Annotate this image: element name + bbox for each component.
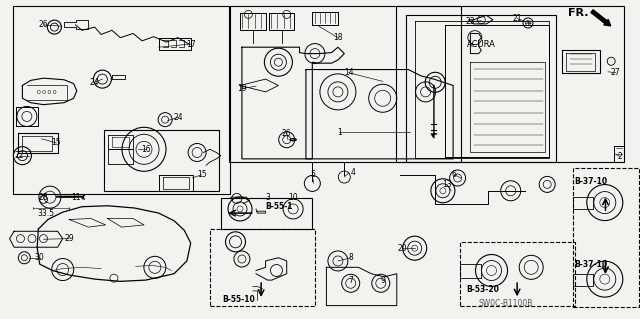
Text: 11: 11 — [71, 193, 80, 202]
Text: 5: 5 — [310, 170, 315, 179]
Text: 26: 26 — [38, 20, 49, 29]
Text: 3: 3 — [265, 193, 270, 202]
Text: SW0C-B1100B: SW0C-B1100B — [479, 299, 532, 308]
Text: 7: 7 — [348, 276, 353, 285]
Text: 4: 4 — [351, 168, 356, 177]
Text: 2: 2 — [617, 152, 622, 161]
Text: B-53-20: B-53-20 — [466, 285, 499, 294]
Text: 27: 27 — [611, 68, 621, 77]
Text: 10: 10 — [288, 193, 298, 202]
Bar — [221, 198, 312, 229]
Text: 24: 24 — [173, 113, 183, 122]
Bar — [210, 229, 315, 306]
Text: B-37-10: B-37-10 — [575, 177, 608, 186]
Text: 15: 15 — [51, 138, 61, 147]
Text: 33.5: 33.5 — [38, 209, 54, 218]
FancyArrow shape — [591, 10, 611, 26]
Text: 1: 1 — [337, 128, 342, 137]
Text: 28: 28 — [39, 193, 48, 202]
Text: 24: 24 — [90, 78, 100, 87]
Text: 14: 14 — [344, 68, 354, 77]
Bar — [460, 242, 575, 306]
Bar — [396, 6, 624, 162]
Text: ACURA: ACURA — [467, 40, 496, 48]
Text: 9: 9 — [380, 276, 385, 285]
Text: 23: 23 — [465, 17, 476, 26]
Text: FR.: FR. — [568, 8, 589, 19]
Bar — [573, 168, 639, 307]
Text: 22: 22 — [15, 151, 24, 160]
Text: 30: 30 — [35, 253, 45, 262]
Text: 26: 26 — [282, 129, 292, 138]
Text: 29: 29 — [64, 234, 74, 243]
Text: 8: 8 — [348, 253, 353, 262]
Text: B-55-10: B-55-10 — [223, 295, 255, 304]
Text: 6: 6 — [452, 170, 457, 179]
Text: 16: 16 — [141, 145, 151, 154]
Text: B-55-1: B-55-1 — [266, 202, 293, 211]
Text: B-37-10: B-37-10 — [575, 260, 608, 269]
Text: 15: 15 — [196, 170, 207, 179]
Text: 21: 21 — [513, 14, 522, 23]
Bar — [229, 6, 461, 162]
Text: 19: 19 — [237, 84, 247, 93]
Text: 18: 18 — [333, 33, 342, 42]
Text: 20: 20 — [397, 244, 407, 253]
Text: 17: 17 — [186, 40, 196, 48]
Text: O O O O: O O O O — [37, 90, 56, 95]
Text: 13: 13 — [442, 180, 452, 189]
Bar — [13, 6, 230, 194]
